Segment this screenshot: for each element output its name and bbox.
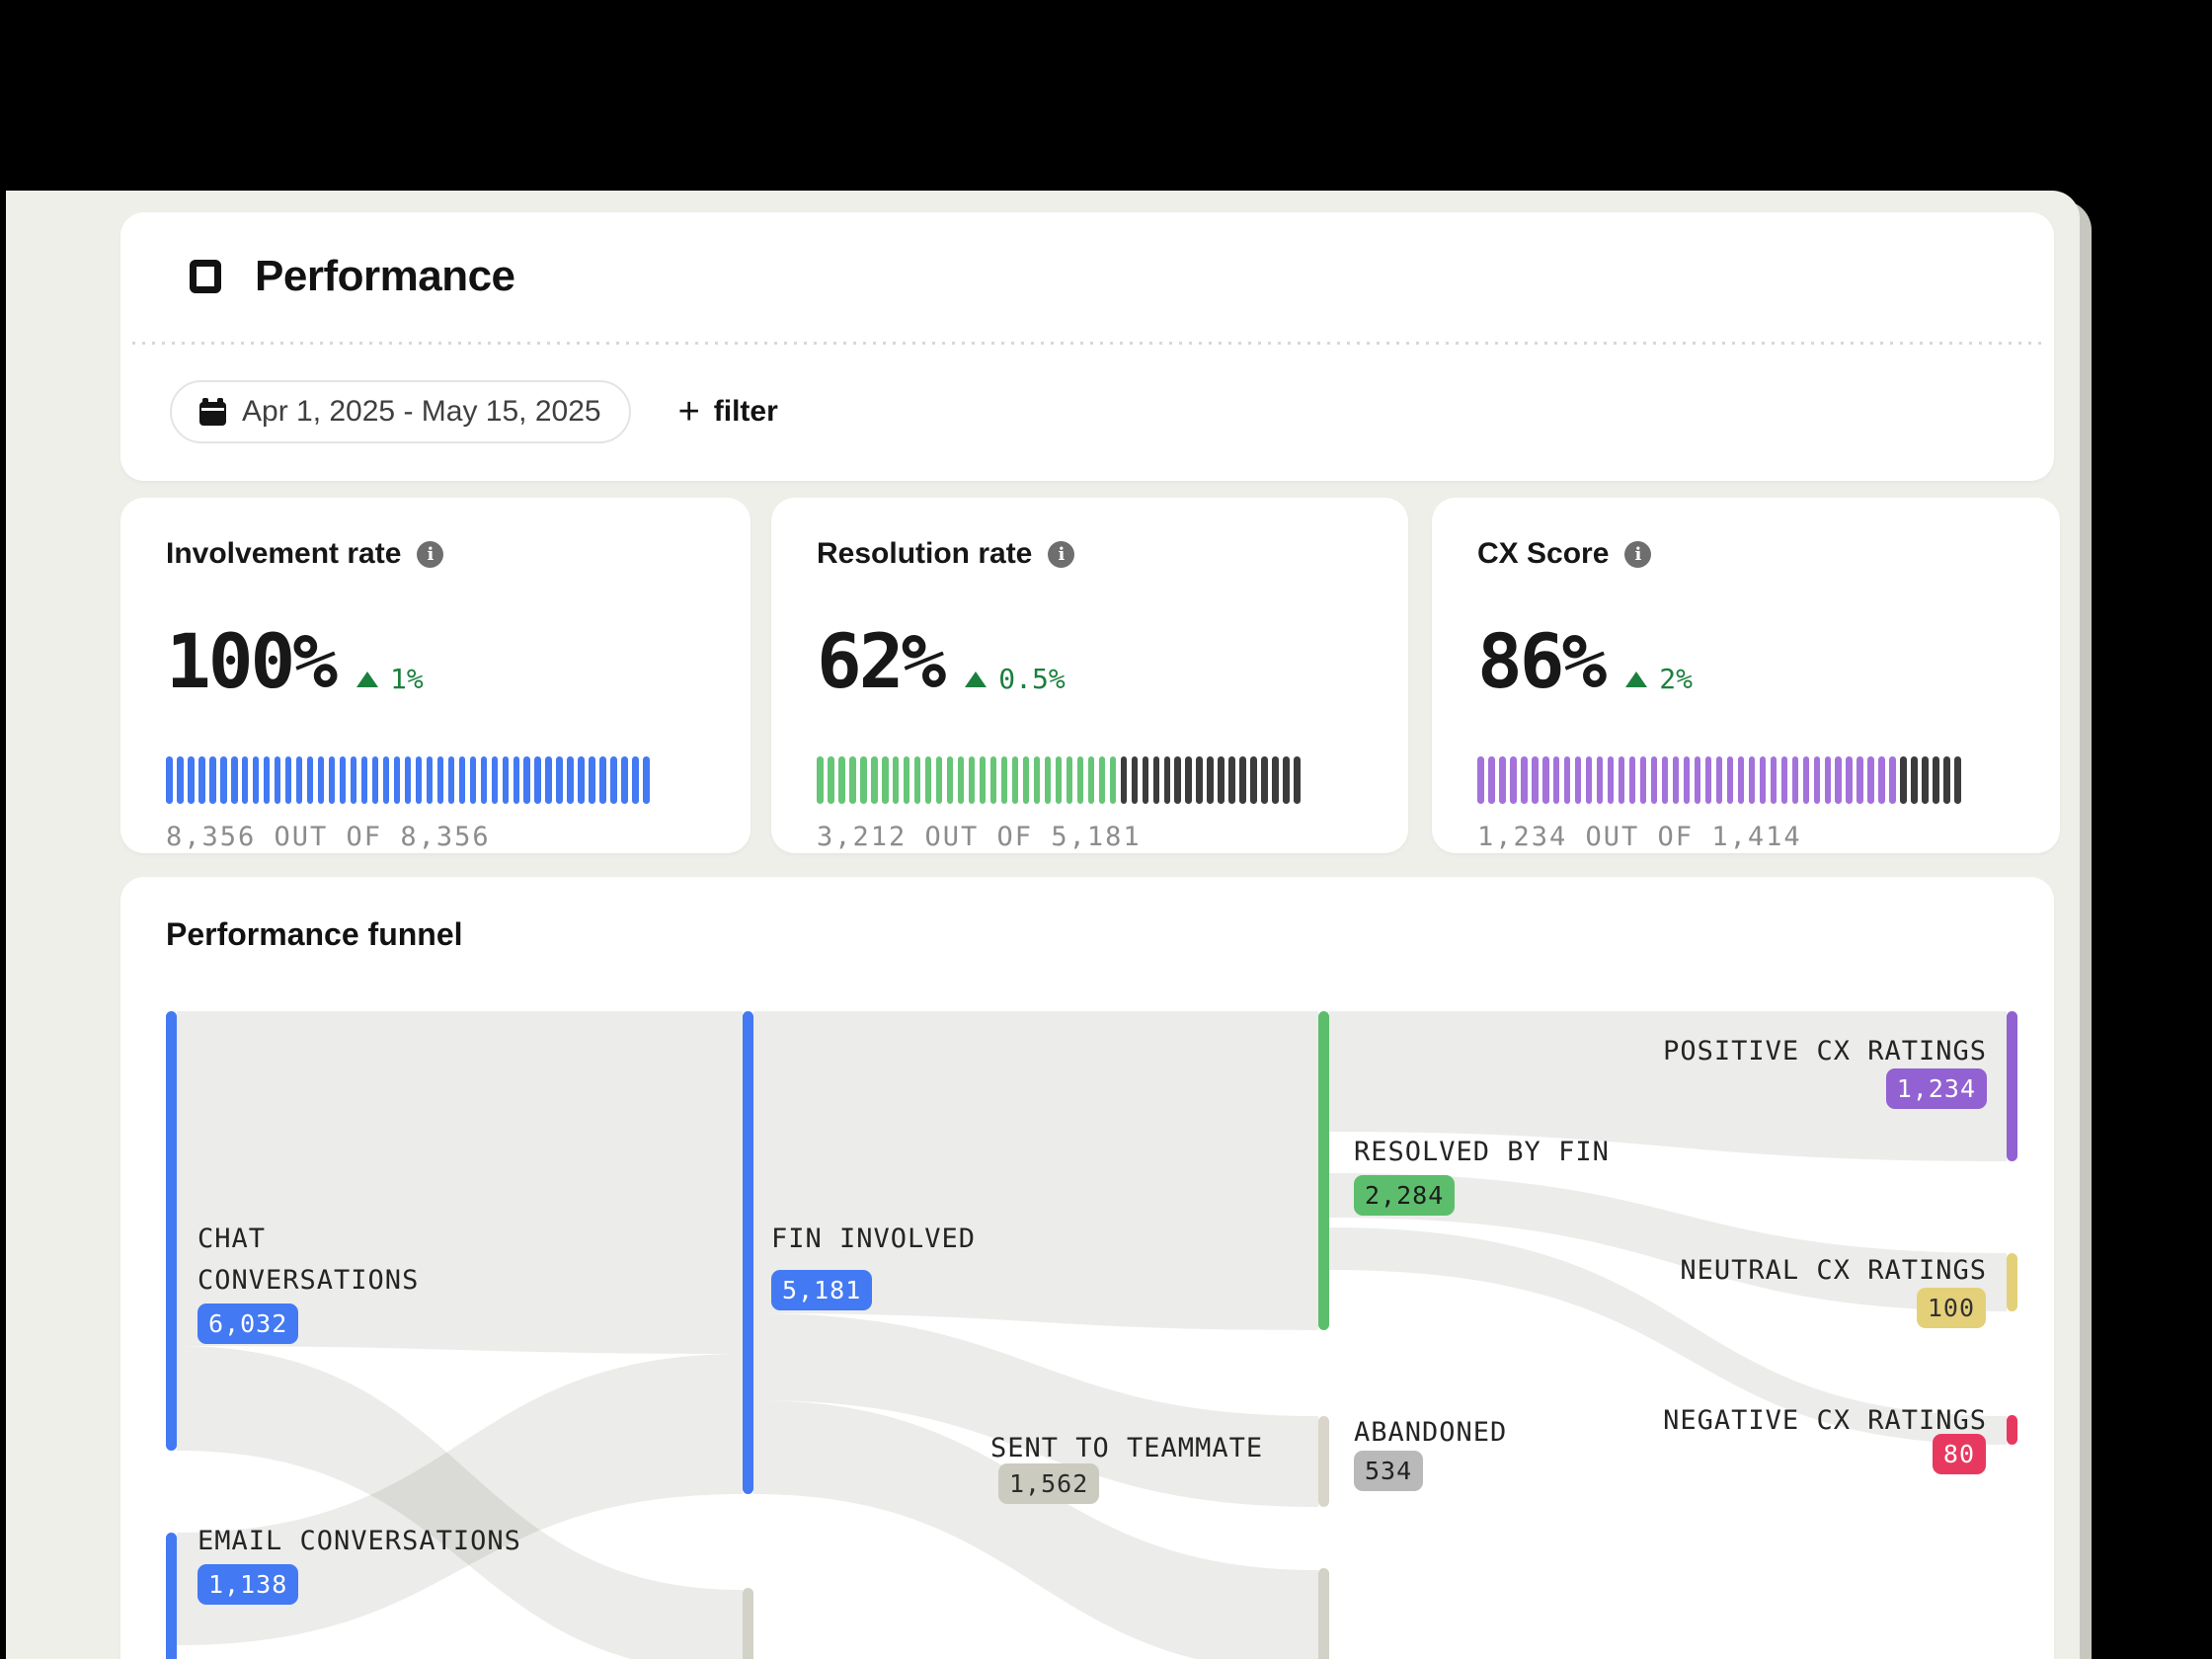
metric-label: Resolution rate [817,537,1033,570]
metric-delta: 2% [1625,663,1693,695]
badge-sent-to-teammate: 1,562 [998,1463,1100,1504]
label-sent-to-teammate: SENT TO TEAMMATE [990,1433,1264,1463]
node-negative-cx [2007,1415,2017,1445]
label-neutral-cx-ratings: NEUTRAL CX RATINGS [1680,1255,1987,1286]
metric-fraction: 1,234 OUT OF 1,414 [1477,822,1802,852]
badge-abandoned: 534 [1354,1451,1424,1491]
metric-delta: 1% [356,663,424,695]
label-negative-cx-ratings: NEGATIVE CX RATINGS [1663,1405,1987,1436]
date-range-label: Apr 1, 2025 - May 15, 2025 [242,395,601,428]
metric-label: CX Score [1477,537,1610,570]
divider [132,342,2042,345]
metric-card-involvement-rate: Involvement rate 100% 1% 8,356 OUT OF 8,… [120,498,750,853]
metric-gauge [1477,756,2014,804]
header-card: Performance Apr 1, 2025 - May 15, 2025 +… [120,212,2054,481]
delta-up-icon [356,671,379,687]
info-icon[interactable] [417,540,444,568]
flow-chat-to-fin [177,1011,743,1354]
label-abandoned: ABANDONED [1354,1417,1508,1448]
metric-value: 100% [166,617,338,705]
flow-resolved-to-neutral [1329,1173,2007,1311]
label-fin-involved: FIN INVOLVED [771,1224,977,1254]
flow-fin-to-teammate [753,1400,1318,1659]
info-icon[interactable] [1048,540,1075,568]
info-icon[interactable] [1624,540,1652,568]
node-email-conversations [166,1533,177,1659]
metric-value: 62% [817,617,946,705]
node-sent-to-teammate-end [1318,1568,1329,1659]
flow-fin-to-resolved [753,1011,1318,1330]
performance-funnel-card: Performance funnel [120,877,2054,1659]
delta-up-icon [1625,671,1648,687]
metric-fraction: 3,212 OUT OF 5,181 [817,822,1142,852]
filter-label: filter [713,395,778,428]
flow-fin-to-abandoned [753,1313,1318,1507]
badge-positive-cx-ratings: 1,234 [1885,1068,1987,1109]
metric-card-cx-score: CX Score 86% 2% 1,234 OUT OF 1,414 [1432,498,2060,853]
sankey-svg [166,1011,2017,1659]
page-title: Performance [255,252,515,300]
node-no-fin-mid [743,1588,753,1659]
metric-delta: 0.5% [965,663,1066,695]
label-resolved-by-fin: RESOLVED BY FIN [1354,1137,1610,1167]
metric-fraction: 8,356 OUT OF 8,356 [166,822,491,852]
header-title-row: Performance [190,252,515,301]
delta-value: 2% [1659,663,1693,695]
badge-neutral-cx-ratings: 100 [1916,1288,1986,1328]
node-chat-conversations [166,1011,177,1451]
plus-icon: + [677,391,700,433]
delta-value: 0.5% [998,663,1066,695]
funnel-title: Performance funnel [166,916,463,952]
label-positive-cx-ratings: POSITIVE CX RATINGS [1663,1036,1987,1066]
label-chat-conversations: CHAT CONVERSATIONS [198,1224,420,1296]
metric-card-resolution-rate: Resolution rate 62% 0.5% 3,212 OUT OF 5,… [771,498,1408,853]
badge-negative-cx-ratings: 80 [1932,1434,1986,1474]
page-background: Performance Apr 1, 2025 - May 15, 2025 +… [6,191,2080,1659]
date-range-picker[interactable]: Apr 1, 2025 - May 15, 2025 [170,380,631,443]
header-controls: Apr 1, 2025 - May 15, 2025 + filter [170,380,778,443]
metric-value: 86% [1477,617,1607,705]
metric-label: Involvement rate [166,537,402,570]
badge-resolved-by-fin: 2,284 [1354,1175,1456,1216]
metric-gauge [166,756,705,804]
flow-email-to-fin [177,1354,743,1645]
flow-resolved-to-positive [1329,1011,2007,1161]
delta-up-icon [965,671,988,687]
flow-resolved-to-negative [1329,1227,2007,1445]
node-fin-involved [743,1011,753,1494]
node-neutral-cx [2007,1253,2017,1311]
label-email-conversations: EMAIL CONVERSATIONS [198,1526,521,1556]
badge-fin-involved: 5,181 [771,1270,873,1310]
add-filter-button[interactable]: + filter [677,391,778,433]
metric-gauge [817,756,1363,804]
sankey-chart: CHAT CONVERSATIONS 6,032 EMAIL CONVERSAT… [120,877,2054,1659]
node-abandoned [1318,1416,1329,1507]
node-positive-cx [2007,1011,2017,1161]
delta-value: 1% [390,663,424,695]
calendar-icon [199,398,226,426]
node-resolved-by-fin [1318,1011,1329,1330]
badge-email-conversations: 1,138 [198,1564,299,1605]
report-icon [190,260,221,293]
badge-chat-conversations: 6,032 [198,1304,299,1344]
